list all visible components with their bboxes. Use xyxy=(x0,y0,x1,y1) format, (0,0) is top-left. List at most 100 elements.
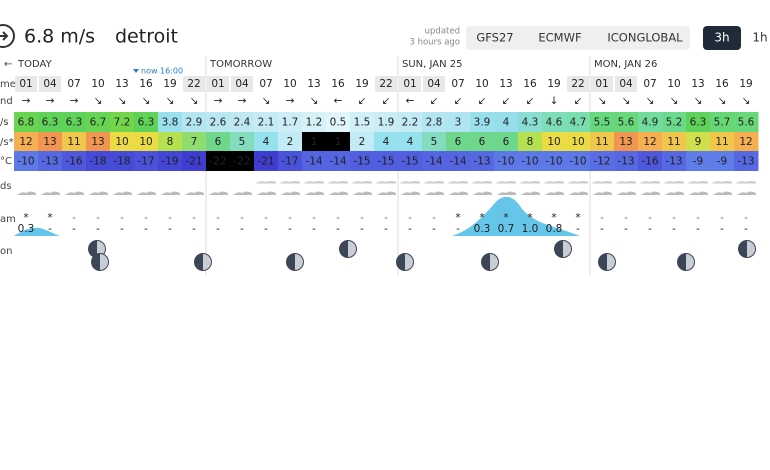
hour: 16 xyxy=(139,78,153,90)
temp-cell xyxy=(686,151,711,171)
gust-cell xyxy=(710,132,735,151)
temp-cell xyxy=(38,151,63,171)
temperature: -18 xyxy=(89,156,106,168)
go-icon[interactable] xyxy=(0,24,15,48)
gust: 2 xyxy=(287,136,294,148)
wind-direction: ↘ xyxy=(598,95,607,107)
interval-button[interactable]: 1h xyxy=(752,31,767,45)
model-button[interactable]: GFS27 xyxy=(476,31,513,45)
gust: 6 xyxy=(503,136,510,148)
wind-speed: 6.3 xyxy=(138,117,155,129)
gust: 5 xyxy=(431,136,438,148)
night-cell xyxy=(615,76,637,92)
precip: - xyxy=(288,223,292,235)
go-arrow xyxy=(0,31,9,41)
cloud xyxy=(688,181,708,184)
wind-cell xyxy=(422,112,447,132)
wind-cell xyxy=(518,112,543,132)
dry-dot xyxy=(720,216,724,220)
temp-cell xyxy=(590,151,615,171)
temp-cell xyxy=(662,151,687,171)
gust-cell xyxy=(86,132,111,151)
wind-speed: 2.4 xyxy=(234,117,251,129)
wind-cell xyxy=(278,112,303,132)
wind-direction: ↙ xyxy=(526,95,535,107)
temp-cell xyxy=(398,151,423,171)
moon-light xyxy=(747,241,755,257)
cloud xyxy=(497,191,516,195)
snow-symbol: * xyxy=(575,212,580,224)
gust: 8 xyxy=(527,136,534,148)
wind-cell xyxy=(86,112,111,132)
gust-cell xyxy=(398,132,423,151)
cloud xyxy=(568,181,588,184)
temperature: -13 xyxy=(41,156,58,168)
cloud xyxy=(185,191,204,195)
gust: 11 xyxy=(595,136,608,148)
snow-area xyxy=(452,196,580,236)
dry-dot xyxy=(360,216,364,220)
wind-speed: 6.3 xyxy=(42,117,59,129)
temp-cell xyxy=(110,151,135,171)
hour: 16 xyxy=(715,78,729,90)
wind-speed: 4.3 xyxy=(522,117,539,129)
wind-direction: → xyxy=(286,95,295,107)
cloud xyxy=(353,191,372,195)
moon-light xyxy=(686,254,694,270)
wind-cell xyxy=(302,112,327,132)
wind-speed: 7.2 xyxy=(114,117,131,129)
wind-cell xyxy=(446,112,471,132)
hour: 13 xyxy=(499,78,512,90)
wind-direction: ↓ xyxy=(550,95,559,107)
temperature: -18 xyxy=(113,156,130,168)
gust-cell xyxy=(542,132,567,151)
precip: 1.0 xyxy=(522,223,539,235)
forecast-table: TODAY TOMORROW SUN, JAN 25 MON, JAN 26 now 1… xyxy=(0,56,759,275)
precip: - xyxy=(744,223,748,235)
row-label: me xyxy=(0,79,16,90)
wind-cell xyxy=(470,112,495,132)
row-label: on xyxy=(0,246,12,257)
precip: - xyxy=(360,223,364,235)
dry-dot xyxy=(384,216,388,220)
cloud xyxy=(664,181,684,184)
wind-cell xyxy=(398,112,423,132)
snow-symbol: * xyxy=(551,212,556,224)
precip: - xyxy=(696,223,700,235)
wind-direction: ↘ xyxy=(694,95,703,107)
dry-dot xyxy=(168,216,172,220)
snow-symbol: * xyxy=(503,212,508,224)
temperature: -10 xyxy=(17,156,34,168)
temperature: -15 xyxy=(353,156,370,168)
wind-cell xyxy=(494,112,519,132)
row-label: am xyxy=(0,214,16,225)
model-button[interactable]: ECMWF xyxy=(538,31,581,45)
hour: 10 xyxy=(475,78,488,90)
gust: 11 xyxy=(715,136,728,148)
cloud xyxy=(616,181,636,184)
hour: 13 xyxy=(307,78,320,90)
location: detroit xyxy=(115,26,178,48)
model-button[interactable]: ICONGLOBAL xyxy=(607,31,683,45)
wind-speed: 2.1 xyxy=(258,117,275,129)
temp-cell xyxy=(326,151,351,171)
wind-speed: 3.9 xyxy=(474,117,491,129)
gust-cell xyxy=(182,132,207,151)
hour: 07 xyxy=(451,78,464,90)
gust: 1 xyxy=(311,136,318,148)
temperature: -10 xyxy=(497,156,514,168)
temperature: -17 xyxy=(281,156,298,168)
precip: - xyxy=(312,223,316,235)
temperature: -21 xyxy=(257,156,274,168)
interval-active[interactable] xyxy=(703,26,741,50)
wind-speed: 5.5 xyxy=(594,117,611,129)
temp-cell xyxy=(278,151,303,171)
interval-button[interactable]: 3h xyxy=(714,31,729,45)
wind-cell xyxy=(710,112,735,132)
wind-cell xyxy=(590,112,615,132)
gust-cell xyxy=(470,132,495,151)
gust: 5 xyxy=(239,136,246,148)
temp-cell xyxy=(134,151,159,171)
hour: 16 xyxy=(331,78,345,90)
nav-back[interactable]: ← xyxy=(4,59,12,70)
